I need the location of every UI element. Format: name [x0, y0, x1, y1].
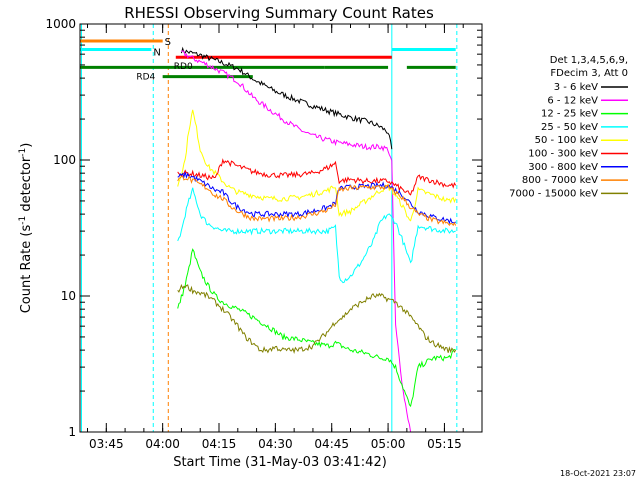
y-tick-label: 10 [61, 289, 76, 303]
flag-label-s: S [165, 37, 171, 48]
legend-header-decimation: FDecim 3, Att 0 [550, 68, 628, 79]
flag-label-rd0: RD0 [174, 62, 193, 72]
y-axis-label: Count Rate (s-1 detector-1) [18, 143, 34, 314]
legend-label: 300 - 800 keV [528, 162, 598, 173]
y-axis-label-mid: detector [19, 156, 34, 216]
y-axis-label-sup1: -1 [18, 216, 28, 225]
series-line [177, 248, 456, 408]
y-tick-label: 1 [68, 425, 76, 439]
y-tick-label: 100 [53, 153, 76, 167]
series-line [177, 175, 457, 227]
plot-area: SN RD0 RD4 1 10 100 1000 03:45 04:00 04:15 04:30 04… [45, 17, 483, 451]
y-tick-label: 1000 [45, 17, 76, 31]
plot-frame [79, 23, 483, 433]
flag-label-rd4: RD4 [136, 72, 155, 82]
x-tick-label: 05:00 [371, 437, 406, 451]
chart-title: RHESSI Observing Summary Count Rates [124, 4, 434, 22]
flag-label-n: N [153, 47, 160, 58]
legend-label: 6 - 12 keV [547, 95, 598, 106]
legend-header-detectors: Det 1,3,4,5,6,9, [550, 55, 628, 66]
legend-label: 7000 - 15000 keV [509, 188, 598, 199]
series-line [177, 158, 457, 196]
legend-label: 800 - 7000 keV [522, 175, 598, 186]
y-axis-label-sup2: -1 [18, 148, 28, 157]
series-line [177, 283, 457, 355]
series-line [177, 109, 457, 222]
footer-timestamp: 18-Oct-2021 23:07 [560, 469, 636, 478]
series-line [177, 187, 456, 284]
x-tick-label: 04:45 [314, 437, 349, 451]
legend-label: 25 - 50 keV [541, 122, 598, 133]
y-axis-label-main: Count Rate (s [19, 225, 34, 314]
y-axis-label-end: ) [19, 143, 34, 148]
legend: Det 1,3,4,5,6,9, FDecim 3, Att 0 3 - 6 keV… [509, 55, 628, 199]
x-axis-label: Start Time (31-May-03 03:41:42) [173, 455, 387, 470]
series-line [180, 46, 393, 150]
series-line [177, 172, 456, 225]
x-tick-label: 03:45 [89, 437, 124, 451]
legend-label: 3 - 6 keV [554, 82, 598, 93]
legend-label: 100 - 300 keV [528, 149, 598, 160]
x-tick-label: 04:15 [202, 437, 237, 451]
legend-label: 50 - 100 keV [535, 135, 599, 146]
series-line [181, 50, 412, 433]
x-tick-label: 04:30 [258, 437, 293, 451]
x-tick-label: 04:00 [145, 437, 180, 451]
x-tick-label: 05:15 [427, 437, 462, 451]
legend-label: 12 - 25 keV [541, 109, 598, 120]
